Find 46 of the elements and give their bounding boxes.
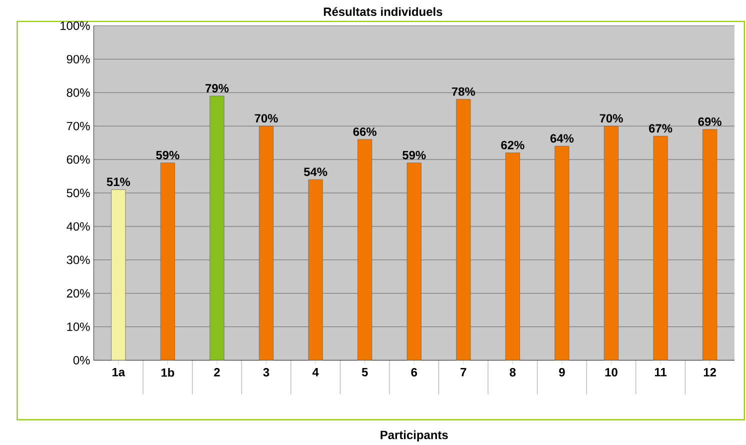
- y-tick-label: 80%: [66, 88, 90, 97]
- y-tick-label: 0%: [73, 356, 90, 365]
- data-label: 70%: [600, 114, 623, 123]
- chart-title: Résultats individuels: [324, 7, 442, 16]
- x-tick-label: 1a: [112, 368, 126, 376]
- y-tick-label: 50%: [66, 188, 90, 198]
- data-label: 79%: [206, 84, 229, 92]
- x-tick-label: 10: [605, 368, 618, 377]
- x-axis-title: Participants: [380, 430, 448, 442]
- data-label: 78%: [452, 87, 476, 96]
- x-tick-label: 4: [312, 368, 319, 376]
- y-tick-label: 30%: [66, 256, 90, 264]
- bar: [210, 96, 224, 360]
- bar: [505, 152, 520, 360]
- bar: [406, 162, 422, 360]
- y-tick-label: 60%: [66, 155, 90, 164]
- x-tick-label: 12: [704, 368, 716, 376]
- data-label: 51%: [106, 178, 130, 186]
- bar: [308, 179, 323, 360]
- x-tick-label: 2: [214, 368, 220, 376]
- data-label: 59%: [402, 150, 426, 160]
- data-label: 62%: [501, 140, 524, 150]
- x-tick-label: 3: [263, 368, 270, 377]
- y-tick-label: 40%: [66, 222, 90, 231]
- x-tick-label: 9: [559, 368, 565, 377]
- data-label: 54%: [304, 168, 328, 176]
- x-tick-label: 8: [510, 368, 516, 377]
- y-tick-label: 10%: [67, 322, 90, 332]
- bar: [456, 99, 471, 360]
- data-label: 66%: [353, 128, 376, 136]
- x-tick-label: 1b: [161, 368, 174, 377]
- x-tick-label: 5: [362, 368, 368, 376]
- data-label: 69%: [698, 118, 722, 126]
- y-tick-label: 70%: [66, 122, 90, 130]
- y-tick-label: 100%: [60, 22, 90, 30]
- bar: [111, 189, 126, 360]
- data-label: 70%: [254, 114, 278, 123]
- x-tick-label: 7: [460, 368, 466, 376]
- y-tick-label: 20%: [66, 289, 90, 298]
- x-tick-label: 6: [411, 368, 418, 377]
- y-tick-label: 90%: [66, 55, 90, 64]
- bar: [160, 162, 175, 360]
- data-label: 64%: [550, 134, 574, 143]
- data-label: 67%: [649, 124, 672, 133]
- data-label: 59%: [156, 150, 180, 160]
- x-tick-label: 11: [654, 368, 667, 376]
